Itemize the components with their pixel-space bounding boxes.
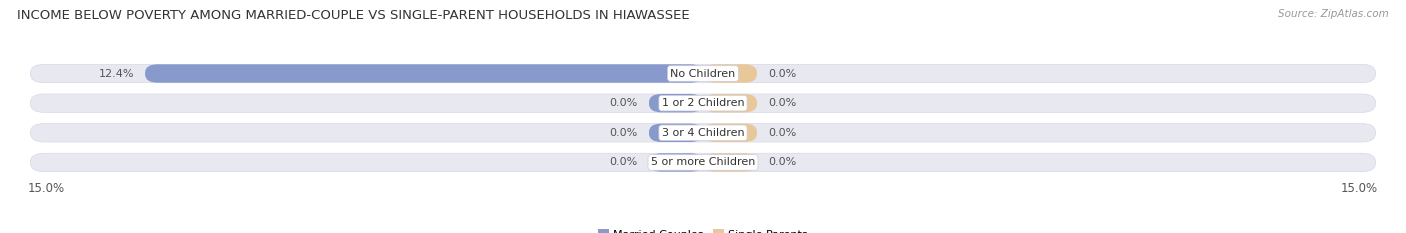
- Text: 0.0%: 0.0%: [768, 98, 796, 108]
- FancyBboxPatch shape: [650, 94, 703, 112]
- FancyBboxPatch shape: [31, 124, 1375, 142]
- Text: 12.4%: 12.4%: [98, 69, 134, 79]
- FancyBboxPatch shape: [650, 124, 703, 142]
- FancyBboxPatch shape: [703, 153, 756, 172]
- Text: 15.0%: 15.0%: [1341, 182, 1378, 195]
- FancyBboxPatch shape: [31, 64, 1375, 83]
- FancyBboxPatch shape: [703, 124, 756, 142]
- Text: 0.0%: 0.0%: [768, 69, 796, 79]
- FancyBboxPatch shape: [31, 94, 1375, 112]
- Text: No Children: No Children: [671, 69, 735, 79]
- Text: 0.0%: 0.0%: [768, 128, 796, 138]
- Text: 5 or more Children: 5 or more Children: [651, 158, 755, 168]
- FancyBboxPatch shape: [650, 153, 703, 172]
- FancyBboxPatch shape: [703, 94, 756, 112]
- Text: 0.0%: 0.0%: [768, 158, 796, 168]
- Text: 3 or 4 Children: 3 or 4 Children: [662, 128, 744, 138]
- FancyBboxPatch shape: [145, 64, 703, 83]
- Text: 15.0%: 15.0%: [28, 182, 65, 195]
- FancyBboxPatch shape: [703, 64, 756, 83]
- Text: 0.0%: 0.0%: [610, 98, 638, 108]
- Text: INCOME BELOW POVERTY AMONG MARRIED-COUPLE VS SINGLE-PARENT HOUSEHOLDS IN HIAWASS: INCOME BELOW POVERTY AMONG MARRIED-COUPL…: [17, 9, 689, 22]
- Text: Source: ZipAtlas.com: Source: ZipAtlas.com: [1278, 9, 1389, 19]
- Text: 1 or 2 Children: 1 or 2 Children: [662, 98, 744, 108]
- FancyBboxPatch shape: [31, 153, 1375, 172]
- Legend: Married Couples, Single Parents: Married Couples, Single Parents: [593, 225, 813, 233]
- Text: 0.0%: 0.0%: [610, 128, 638, 138]
- Text: 0.0%: 0.0%: [610, 158, 638, 168]
